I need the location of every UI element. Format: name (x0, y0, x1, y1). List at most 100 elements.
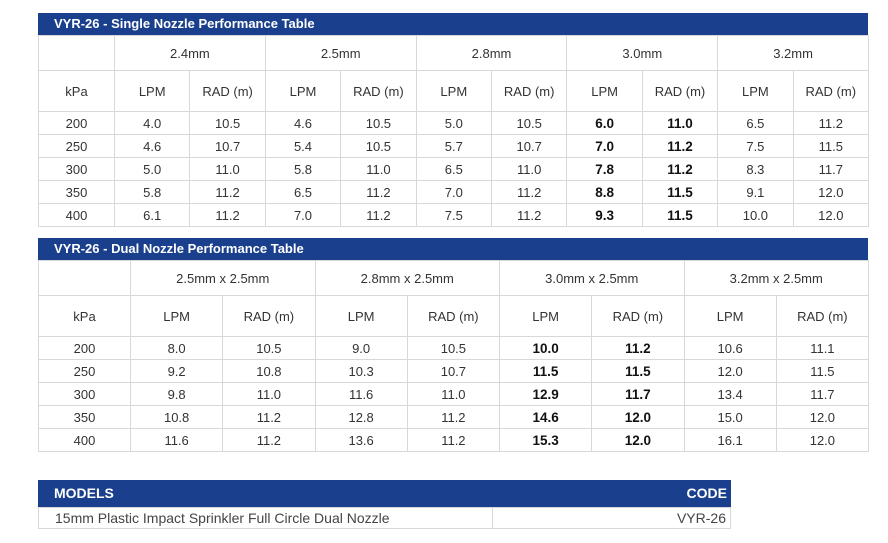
lpm-header: LPM (264, 70, 342, 112)
rad-header: RAD (m) (222, 295, 316, 337)
lpm-header: LPM (717, 70, 794, 112)
lpm-cell: 10.6 (683, 336, 777, 360)
column-header-row: kPa LPM RAD (m) LPM RAD (m) LPM RAD (m) LPM RAD … (38, 70, 869, 112)
models-table-header: MODELS CODE (38, 480, 731, 507)
nozzle-size-header: 3.2mm (717, 35, 869, 71)
rad-cell: 12.0 (792, 180, 869, 204)
lpm-cell: 14.6 (498, 405, 593, 429)
rad-header: RAD (m) (490, 70, 568, 112)
rad-header: RAD (m) (775, 295, 870, 337)
table-row: 400 6.1 11.2 7.0 11.2 7.5 11.2 9.3 11.5 10.0 12.0 (38, 203, 869, 227)
rad-cell: 11.0 (641, 111, 719, 135)
rad-cell: 12.0 (775, 428, 870, 452)
lpm-cell: 10.0 (498, 336, 593, 360)
rad-cell: 11.2 (591, 336, 685, 360)
rad-cell: 11.2 (222, 428, 316, 452)
lpm-cell: 15.3 (498, 428, 593, 452)
lpm-header: LPM (566, 70, 643, 112)
lpm-cell: 4.6 (113, 134, 191, 158)
lpm-cell: 10.3 (314, 359, 408, 383)
rad-cell: 11.0 (490, 157, 568, 181)
table-row: 400 11.6 11.2 13.6 11.2 15.3 12.0 16.1 12.0 (38, 428, 870, 452)
lpm-cell: 12.9 (498, 382, 593, 406)
rad-cell: 12.0 (775, 405, 870, 429)
rad-header: RAD (m) (340, 70, 417, 112)
group-header-row: 2.4mm 2.5mm 2.8mm 3.0mm 3.2mm (38, 35, 869, 71)
lpm-cell: 5.7 (415, 134, 492, 158)
nozzle-size-header: 3.2mm x 2.5mm (683, 260, 869, 296)
rad-cell: 12.0 (591, 428, 685, 452)
nozzle-size-header: 3.0mm x 2.5mm (499, 260, 685, 296)
kpa-cell: 250 (38, 359, 131, 383)
rad-cell: 10.7 (406, 359, 501, 383)
kpa-cell: 400 (38, 428, 131, 452)
nozzle-size-header: 2.8mm x 2.5mm (314, 260, 500, 296)
lpm-cell: 7.0 (566, 134, 643, 158)
model-code: VYR-26 (493, 507, 731, 529)
lpm-cell: 7.5 (415, 203, 492, 227)
lpm-cell: 15.0 (683, 405, 777, 429)
lpm-cell: 5.0 (113, 157, 191, 181)
rad-cell: 11.0 (406, 382, 501, 406)
rad-cell: 10.5 (222, 336, 316, 360)
dual-nozzle-table-title: VYR-26 - Dual Nozzle Performance Table (38, 238, 868, 260)
rad-cell: 11.2 (189, 203, 266, 227)
kpa-header: kPa (38, 295, 131, 337)
rad-cell: 10.7 (189, 134, 266, 158)
lpm-cell: 9.0 (314, 336, 408, 360)
rad-cell: 11.5 (641, 203, 719, 227)
single-nozzle-table-title: VYR-26 - Single Nozzle Performance Table (38, 13, 868, 35)
rad-header: RAD (m) (406, 295, 501, 337)
table-row: 250 4.6 10.7 5.4 10.5 5.7 10.7 7.0 11.2 7.5 11.5 (38, 134, 869, 158)
rad-cell: 11.2 (406, 428, 501, 452)
rad-cell: 11.7 (775, 382, 870, 406)
lpm-cell: 4.0 (113, 111, 191, 135)
rad-cell: 11.0 (340, 157, 417, 181)
rad-cell: 11.2 (490, 180, 568, 204)
table-row: 350 5.8 11.2 6.5 11.2 7.0 11.2 8.8 11.5 9.1 12.0 (38, 180, 869, 204)
rad-cell: 11.0 (189, 157, 266, 181)
nozzle-size-header: 3.0mm (566, 35, 719, 71)
rad-cell: 10.8 (222, 359, 316, 383)
lpm-header: LPM (498, 295, 593, 337)
rad-cell: 10.5 (490, 111, 568, 135)
lpm-header: LPM (314, 295, 408, 337)
rad-cell: 10.5 (406, 336, 501, 360)
lpm-cell: 8.8 (566, 180, 643, 204)
rad-cell: 11.2 (340, 203, 417, 227)
lpm-cell: 11.6 (314, 382, 408, 406)
kpa-cell: 300 (38, 157, 115, 181)
lpm-cell: 12.8 (314, 405, 408, 429)
lpm-cell: 10.8 (129, 405, 224, 429)
rad-cell: 11.7 (591, 382, 685, 406)
lpm-cell: 9.2 (129, 359, 224, 383)
models-table-row: 15mm Plastic Impact Sprinkler Full Circl… (38, 507, 731, 531)
rad-cell: 11.2 (406, 405, 501, 429)
lpm-cell: 6.5 (717, 111, 794, 135)
kpa-cell: 300 (38, 382, 131, 406)
rad-cell: 11.2 (792, 111, 869, 135)
rad-cell: 11.1 (775, 336, 870, 360)
lpm-cell: 9.3 (566, 203, 643, 227)
rad-cell: 10.5 (189, 111, 266, 135)
lpm-cell: 7.8 (566, 157, 643, 181)
rad-cell: 11.2 (340, 180, 417, 204)
lpm-cell: 10.0 (717, 203, 794, 227)
kpa-cell: 250 (38, 134, 115, 158)
rad-header: RAD (m) (792, 70, 869, 112)
rad-cell: 12.0 (792, 203, 869, 227)
lpm-header: LPM (683, 295, 777, 337)
lpm-cell: 6.5 (264, 180, 342, 204)
rad-cell: 11.5 (641, 180, 719, 204)
kpa-cell: 200 (38, 111, 115, 135)
lpm-cell: 6.0 (566, 111, 643, 135)
nozzle-size-header: 2.8mm (415, 35, 568, 71)
kpa-cell: 200 (38, 336, 131, 360)
rad-header: RAD (m) (591, 295, 685, 337)
single-nozzle-performance-table: 2.4mm 2.5mm 2.8mm 3.0mm 3.2mm kPa LPM RAD (m) LP… (38, 35, 869, 227)
nozzle-size-header: 2.5mm x 2.5mm (130, 260, 316, 296)
lpm-cell: 6.5 (415, 157, 492, 181)
lpm-cell: 7.5 (717, 134, 794, 158)
lpm-cell: 12.0 (683, 359, 777, 383)
dual-nozzle-performance-table: 2.5mm x 2.5mm 2.8mm x 2.5mm 3.0mm x 2.5mm 3… (38, 260, 870, 452)
